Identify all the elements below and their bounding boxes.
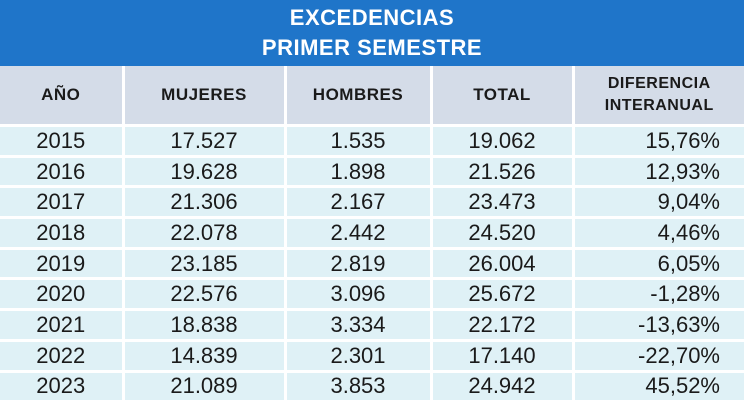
- header-women: MUJERES: [121, 66, 285, 127]
- cell-total: 23.473: [429, 185, 573, 218]
- header-difference-line-2: INTERANUAL: [604, 97, 714, 114]
- cell-year: 2016: [0, 154, 123, 187]
- cell-women: 18.838: [121, 308, 285, 341]
- table-row: 2017 21.306 2.167 23.473 9,04%: [0, 185, 744, 218]
- cell-year: 2015: [0, 125, 123, 157]
- cell-total: 17.140: [429, 338, 573, 371]
- cell-year: 2019: [0, 246, 123, 279]
- cell-difference: 12,93%: [571, 154, 744, 187]
- cell-year: 2021: [0, 308, 123, 341]
- cell-difference: -13,63%: [571, 308, 744, 341]
- header-total: TOTAL: [429, 66, 573, 127]
- cell-difference: 4,46%: [571, 216, 744, 249]
- cell-total: 21.526: [429, 154, 573, 187]
- table-row: 2016 19.628 1.898 21.526 12,93%: [0, 154, 744, 187]
- header-year: AÑO: [0, 66, 123, 127]
- cell-men: 3.096: [283, 277, 431, 310]
- table-row: 2021 18.838 3.334 22.172 -13,63%: [0, 308, 744, 341]
- cell-total: 24.942: [429, 369, 573, 401]
- title-banner: EXCEDENCIAS PRIMER SEMESTRE: [0, 0, 744, 66]
- cell-difference: 6,05%: [571, 246, 744, 279]
- cell-women: 14.839: [121, 338, 285, 371]
- cell-year: 2018: [0, 216, 123, 249]
- cell-men: 2.819: [283, 246, 431, 279]
- cell-year: 2020: [0, 277, 123, 310]
- table-row: 2018 22.078 2.442 24.520 4,46%: [0, 216, 744, 249]
- table-row: 2023 21.089 3.853 24.942 45,52%: [0, 369, 744, 401]
- cell-men: 1.535: [283, 125, 431, 157]
- data-table: AÑO MUJERES HOMBRES TOTAL DIFERENCIA INT…: [0, 66, 744, 401]
- cell-difference: 45,52%: [571, 369, 744, 401]
- cell-total: 19.062: [429, 125, 573, 157]
- header-difference-line-1: DIFERENCIA: [607, 75, 711, 92]
- cell-year: 2017: [0, 185, 123, 218]
- cell-men: 3.853: [283, 369, 431, 401]
- table-row: 2019 23.185 2.819 26.004 6,05%: [0, 246, 744, 279]
- table-row: 2022 14.839 2.301 17.140 -22,70%: [0, 338, 744, 371]
- cell-total: 22.172: [429, 308, 573, 341]
- cell-difference: 9,04%: [571, 185, 744, 218]
- cell-men: 3.334: [283, 308, 431, 341]
- cell-year: 2022: [0, 338, 123, 371]
- cell-total: 24.520: [429, 216, 573, 249]
- cell-women: 21.306: [121, 185, 285, 218]
- header-men: HOMBRES: [283, 66, 431, 127]
- header-row: AÑO MUJERES HOMBRES TOTAL DIFERENCIA INT…: [0, 66, 744, 127]
- cell-men: 2.301: [283, 338, 431, 371]
- title-line-1: EXCEDENCIAS: [289, 5, 455, 30]
- title-line-2: PRIMER SEMESTRE: [261, 35, 483, 60]
- cell-women: 23.185: [121, 246, 285, 279]
- cell-women: 22.576: [121, 277, 285, 310]
- cell-women: 21.089: [121, 369, 285, 401]
- header-difference: DIFERENCIA INTERANUAL: [571, 66, 744, 127]
- cell-total: 25.672: [429, 277, 573, 310]
- cell-total: 26.004: [429, 246, 573, 279]
- cell-women: 22.078: [121, 216, 285, 249]
- cell-women: 19.628: [121, 154, 285, 187]
- cell-women: 17.527: [121, 125, 285, 157]
- cell-difference: -22,70%: [571, 338, 744, 371]
- cell-men: 2.442: [283, 216, 431, 249]
- cell-difference: -1,28%: [571, 277, 744, 310]
- cell-men: 1.898: [283, 154, 431, 187]
- cell-difference: 15,76%: [571, 125, 744, 157]
- table-row: 2020 22.576 3.096 25.672 -1,28%: [0, 277, 744, 310]
- table-row: 2015 17.527 1.535 19.062 15,76%: [0, 125, 744, 157]
- cell-year: 2023: [0, 369, 123, 401]
- cell-men: 2.167: [283, 185, 431, 218]
